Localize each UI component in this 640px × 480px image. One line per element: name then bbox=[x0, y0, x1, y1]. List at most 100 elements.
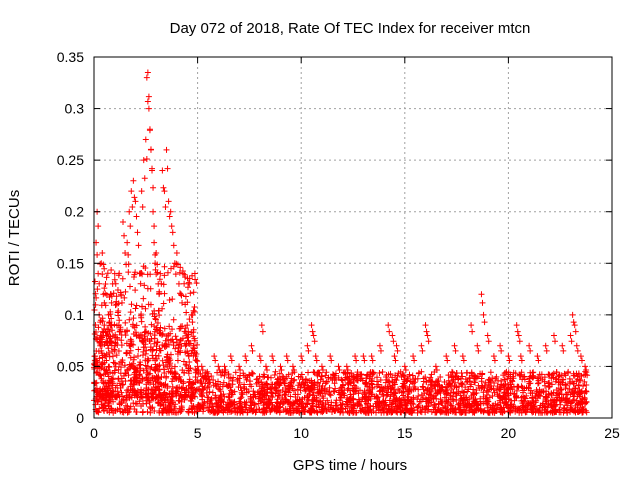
data-point-active bbox=[130, 360, 137, 367]
data-point-band bbox=[448, 385, 455, 392]
data-point-active bbox=[164, 384, 171, 391]
data-point bbox=[118, 299, 125, 306]
data-point-active bbox=[130, 274, 137, 281]
data-point-band bbox=[577, 389, 584, 396]
data-point-band bbox=[362, 380, 369, 387]
data-point-band bbox=[219, 397, 226, 404]
data-point bbox=[164, 165, 171, 172]
data-point-band bbox=[190, 402, 197, 409]
data-point-active bbox=[176, 269, 183, 276]
data-point-active bbox=[123, 387, 130, 394]
data-point-band bbox=[560, 404, 567, 411]
data-point-active bbox=[103, 274, 110, 281]
data-point-active bbox=[143, 394, 150, 401]
data-point-band bbox=[338, 376, 345, 383]
data-point-band bbox=[113, 352, 120, 359]
data-point-active bbox=[112, 363, 119, 370]
data-point-band bbox=[564, 402, 571, 409]
data-point-band bbox=[463, 394, 470, 401]
data-point-band bbox=[287, 407, 294, 414]
data-point bbox=[99, 249, 106, 256]
data-point bbox=[277, 363, 284, 370]
data-point-active bbox=[164, 363, 171, 370]
data-point-active bbox=[152, 352, 159, 359]
data-point bbox=[157, 270, 164, 277]
data-point-band bbox=[477, 398, 484, 405]
data-point-band bbox=[496, 386, 503, 393]
data-point bbox=[227, 353, 234, 360]
data-point-band bbox=[169, 326, 176, 333]
data-point bbox=[570, 319, 577, 326]
data-point-band bbox=[116, 400, 123, 407]
data-point-band bbox=[304, 393, 311, 400]
data-point bbox=[160, 184, 167, 191]
data-point-active bbox=[118, 358, 125, 365]
data-point-active bbox=[171, 363, 178, 370]
data-point bbox=[485, 338, 492, 345]
data-point-band bbox=[363, 372, 370, 379]
data-point-band bbox=[470, 394, 477, 401]
data-point-band bbox=[321, 405, 328, 412]
data-point-band bbox=[230, 374, 237, 381]
data-point bbox=[99, 271, 106, 278]
data-point-active bbox=[140, 263, 147, 270]
data-point-band bbox=[443, 409, 450, 416]
data-point-active bbox=[175, 373, 182, 380]
data-point-active bbox=[156, 276, 163, 283]
data-point bbox=[96, 280, 103, 287]
data-point-active bbox=[180, 369, 187, 376]
data-point-active bbox=[133, 392, 140, 399]
data-point-band bbox=[111, 360, 118, 367]
data-point bbox=[216, 367, 223, 374]
data-point-band bbox=[428, 381, 435, 388]
data-point bbox=[368, 353, 375, 360]
data-point-active bbox=[191, 304, 198, 311]
data-point-active bbox=[107, 369, 114, 376]
data-point bbox=[165, 198, 172, 205]
data-point-active bbox=[148, 335, 155, 342]
data-point-active bbox=[143, 347, 150, 354]
data-point-band bbox=[258, 397, 265, 404]
data-point-band bbox=[508, 401, 515, 408]
data-point-band bbox=[427, 377, 434, 384]
x-tick-label: 25 bbox=[604, 425, 620, 441]
data-point-band bbox=[526, 375, 533, 382]
data-point bbox=[120, 219, 127, 226]
data-point-band bbox=[556, 397, 563, 404]
data-point-band bbox=[162, 359, 169, 366]
data-point-band bbox=[430, 394, 437, 401]
data-point-band bbox=[379, 369, 386, 376]
data-point-active bbox=[103, 339, 110, 346]
data-point-active bbox=[110, 388, 117, 395]
data-point-band bbox=[374, 378, 381, 385]
data-point-active bbox=[106, 353, 113, 360]
data-point-band bbox=[500, 392, 507, 399]
data-point-band bbox=[367, 370, 374, 377]
data-point-band bbox=[260, 406, 267, 413]
data-point-active bbox=[96, 387, 103, 394]
data-point-band bbox=[281, 392, 288, 399]
data-point-band bbox=[410, 380, 417, 387]
data-point-band bbox=[570, 380, 577, 387]
data-point-band bbox=[218, 372, 225, 379]
data-point-band bbox=[415, 392, 422, 399]
data-point bbox=[474, 342, 481, 349]
data-point-band bbox=[564, 409, 571, 416]
data-point bbox=[424, 332, 431, 339]
data-point-band bbox=[397, 409, 404, 416]
data-point-band bbox=[341, 387, 348, 394]
data-point bbox=[369, 357, 376, 364]
data-point bbox=[185, 328, 192, 335]
data-point-band bbox=[175, 397, 182, 404]
data-point-band bbox=[252, 408, 259, 415]
data-point-band bbox=[217, 381, 224, 388]
data-point-band bbox=[451, 383, 458, 390]
data-point-band bbox=[311, 384, 318, 391]
data-point-band bbox=[472, 373, 479, 380]
data-point-band bbox=[500, 372, 507, 379]
data-point-band bbox=[268, 389, 275, 396]
data-point-band bbox=[345, 385, 352, 392]
y-tick-label: 0.2 bbox=[65, 204, 85, 220]
data-point-band bbox=[469, 406, 476, 413]
data-point-band bbox=[237, 372, 244, 379]
